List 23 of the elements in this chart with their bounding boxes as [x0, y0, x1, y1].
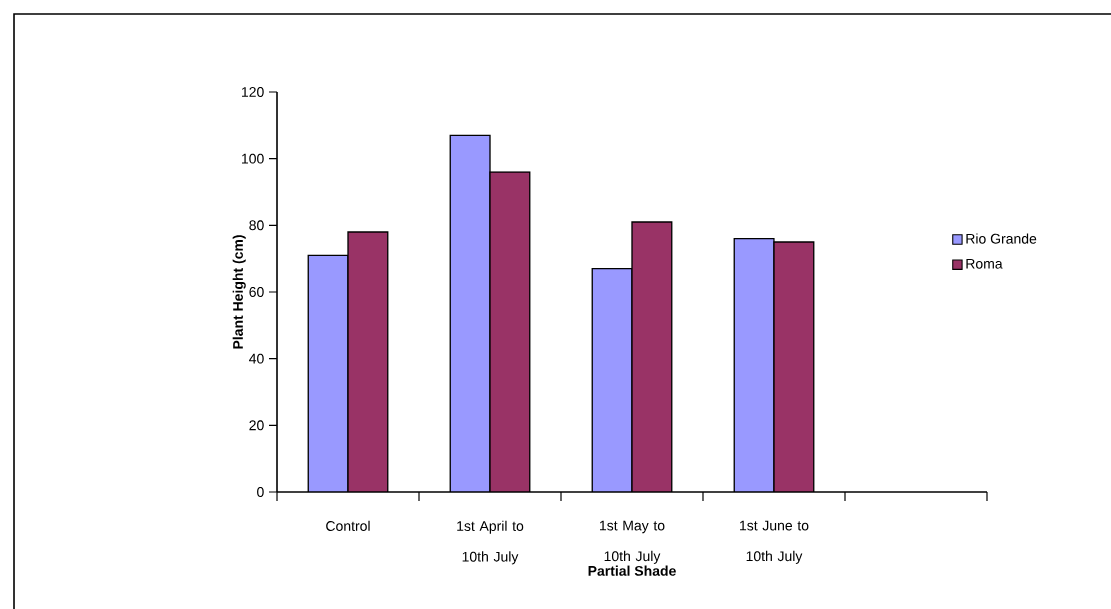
legend-label: Rio Grande	[966, 233, 1037, 244]
category-label: 1st June to 10th July	[740, 520, 809, 564]
y-tick-label: 100	[242, 153, 264, 164]
x-axis-title: Partial Shade	[588, 565, 676, 576]
bar	[591, 267, 633, 492]
bar	[631, 221, 673, 492]
category-label: 1st May to 10th July	[600, 520, 665, 564]
category-label: 1st April to 10th July	[457, 520, 524, 565]
bar	[489, 171, 531, 492]
y-tick-label: 20	[249, 420, 264, 431]
bar	[307, 254, 349, 492]
x-tick-label: Control	[326, 520, 370, 531]
bar	[449, 134, 491, 492]
bar	[347, 231, 389, 492]
y-tick-label: 0	[257, 487, 264, 497]
y-tick-label: 40	[249, 353, 264, 364]
legend-label: Roma	[966, 258, 1003, 269]
y-tick-label: 60	[249, 287, 264, 297]
bar	[773, 241, 815, 492]
y-tick-label: 80	[249, 220, 264, 231]
bar	[733, 237, 775, 492]
y-axis-title: Plant Height (cm)	[232, 235, 246, 349]
y-tick-label: 120	[242, 87, 264, 97]
